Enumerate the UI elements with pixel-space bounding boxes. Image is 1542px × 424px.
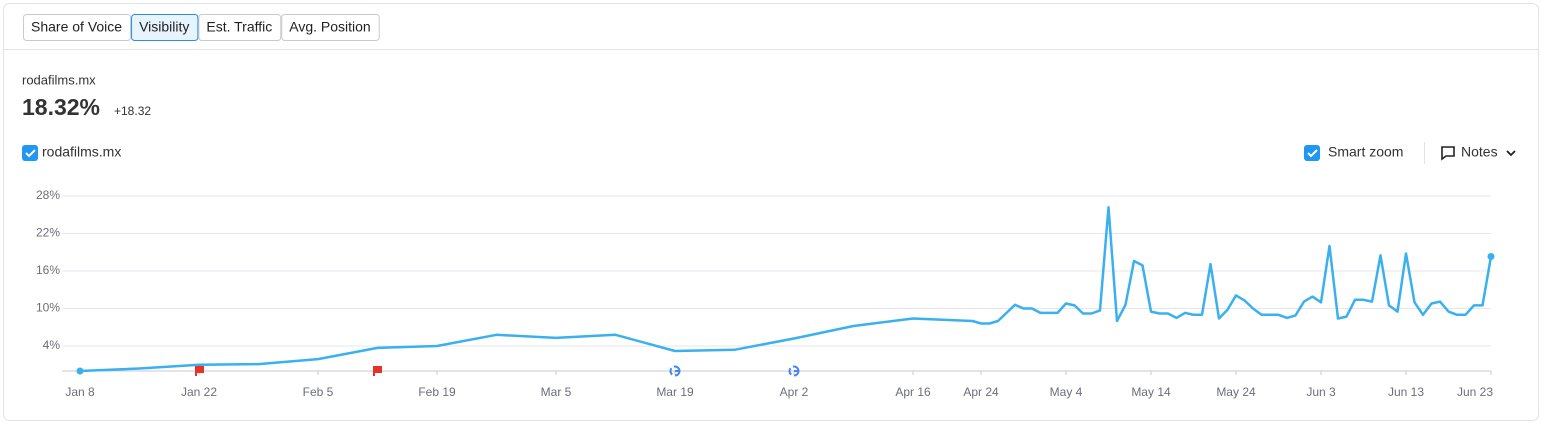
- y-tick-label: 4%: [43, 338, 61, 352]
- x-tick-label: Jun 13: [1388, 385, 1424, 399]
- tab-box[interactable]: [281, 14, 380, 41]
- x-tick-label: Feb 5: [303, 385, 334, 399]
- notes-icon[interactable]: [1441, 146, 1455, 161]
- x-tick-label: May 4: [1050, 385, 1083, 399]
- note-markers: [195, 365, 800, 377]
- y-tick-label: 22%: [36, 226, 60, 240]
- legend-checkbox[interactable]: [22, 145, 38, 161]
- y-tick-label: 28%: [36, 188, 60, 202]
- tab[interactable]: Est. Traffic: [198, 14, 282, 41]
- tab-label[interactable]: Est. Traffic: [206, 19, 272, 35]
- tab-label[interactable]: Share of Voice: [31, 19, 122, 35]
- plot: 4% 10% 16% 22% 28% Jan 8 Jan 22 Feb 5 Feb 19 Mar …: [36, 188, 1495, 399]
- x-tick-label: Mar 19: [656, 385, 694, 399]
- google-update-icon[interactable]: [669, 365, 681, 377]
- x-tick-label: Jan 8: [65, 385, 95, 399]
- tab[interactable]: Avg. Position: [281, 14, 380, 41]
- x-tick-label: Feb 19: [418, 385, 456, 399]
- note-flag[interactable]: [195, 366, 204, 376]
- google-update-icon[interactable]: [788, 365, 800, 377]
- check-icon: [25, 149, 36, 158]
- note-flag[interactable]: [373, 366, 382, 376]
- domain: rodafilms.mx: [22, 72, 96, 87]
- tab-box[interactable]: [131, 14, 199, 41]
- check-icon: [1307, 149, 1318, 158]
- y-tick-label: 16%: [36, 263, 60, 277]
- smart-zoom-checkbox[interactable]: [1304, 145, 1320, 161]
- y-tick-label: 10%: [36, 301, 60, 315]
- x-tick-label: Jun 3: [1306, 385, 1336, 399]
- x-tick-label: May 24: [1216, 385, 1256, 399]
- tab-bar: Share of Voice Visibility Est. Traffic Avg.…: [23, 14, 380, 41]
- tab[interactable]: Share of Voice: [23, 14, 132, 41]
- tab-box[interactable]: [23, 14, 132, 41]
- metric-value: 18.32%: [22, 94, 100, 120]
- x-tick-label: May 14: [1131, 385, 1171, 399]
- card: [3, 3, 1539, 421]
- endpoint: [76, 367, 84, 375]
- notes-button[interactable]: Notes: [1461, 144, 1498, 160]
- x-tick-label: Apr 16: [895, 385, 931, 399]
- series-line: [79, 206, 1493, 373]
- metric-change: +18.32: [114, 104, 151, 118]
- chevron[interactable]: [1506, 150, 1516, 157]
- x-tick-label: Apr 24: [963, 385, 999, 399]
- tab-label[interactable]: Visibility: [139, 19, 189, 35]
- smart-zoom-label[interactable]: Smart zoom: [1328, 144, 1403, 160]
- x-tick-label: Jun 23: [1457, 385, 1493, 399]
- legend-label[interactable]: rodafilms.mx: [42, 144, 121, 160]
- x-tick-label: Apr 2: [780, 385, 809, 399]
- tab[interactable]: Visibility: [131, 14, 199, 41]
- tab-label[interactable]: Avg. Position: [289, 19, 370, 35]
- endpoint: [1487, 253, 1495, 260]
- x-tick-label: Mar 5: [541, 385, 572, 399]
- x-tick-label: Jan 22: [181, 385, 217, 399]
- tab-box[interactable]: [198, 14, 282, 41]
